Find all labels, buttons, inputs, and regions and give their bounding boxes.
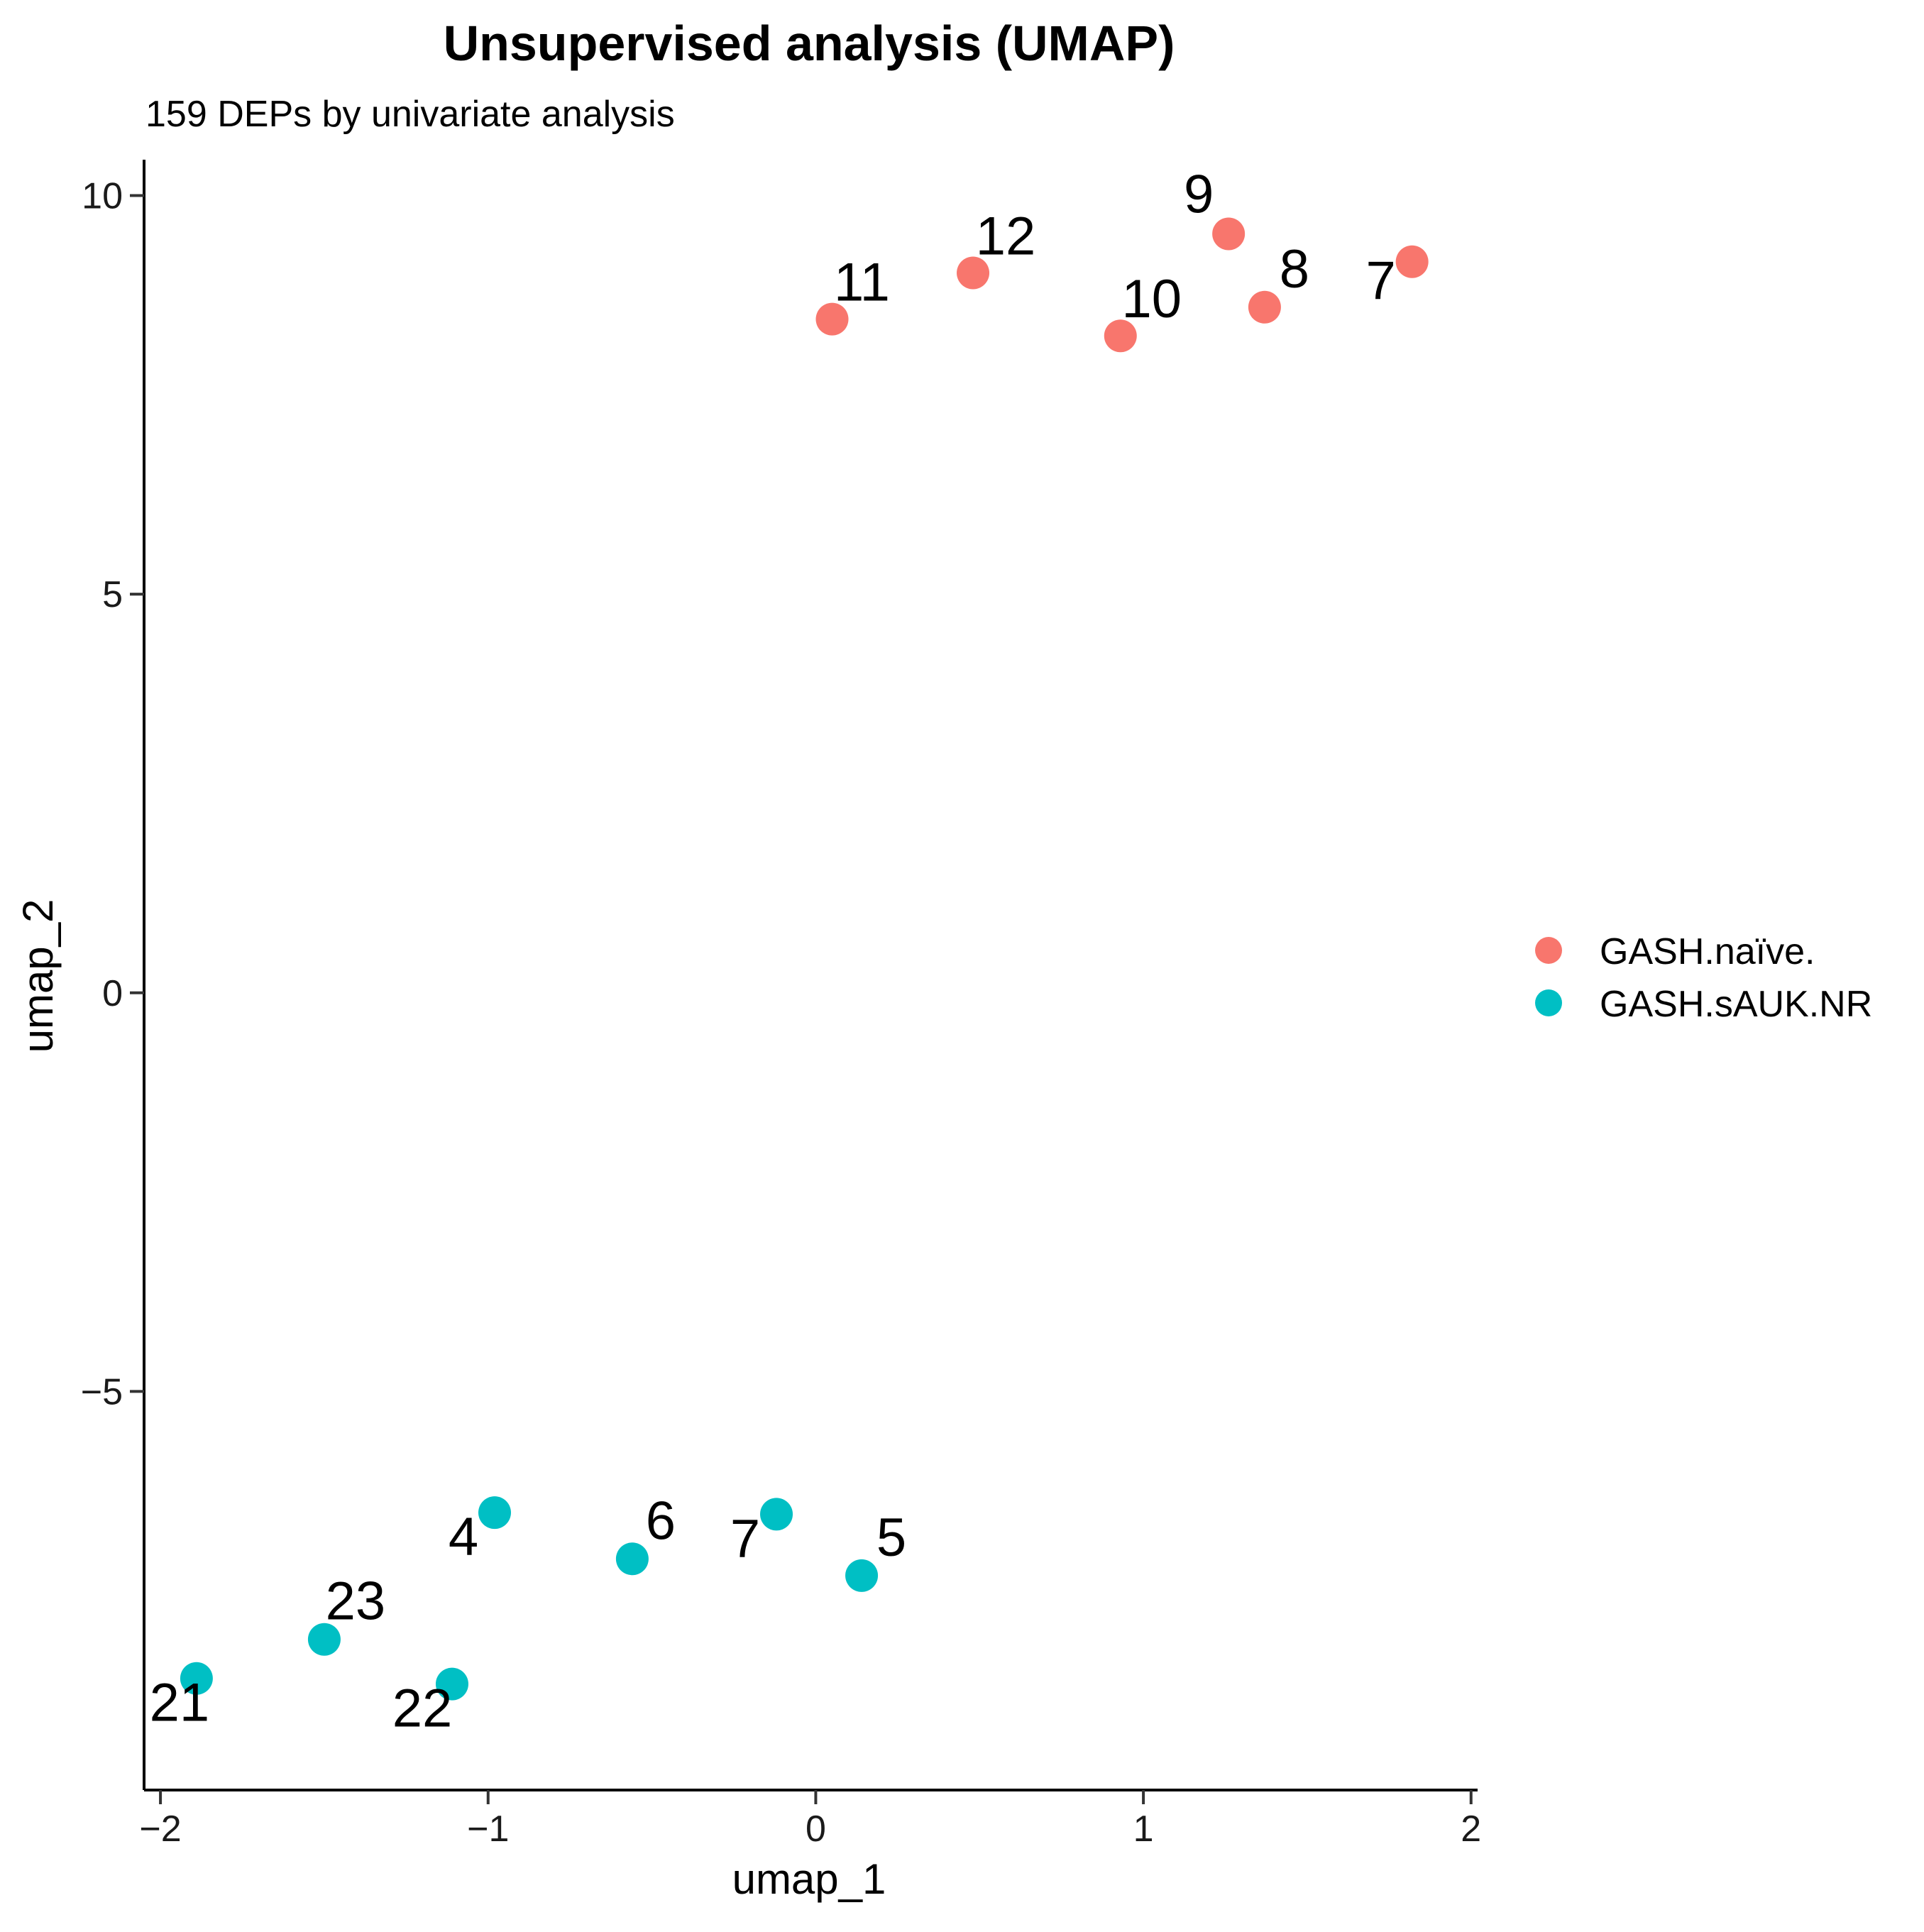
chart-subtitle: 159 DEPs by univariate analysis xyxy=(145,94,675,135)
data-points xyxy=(180,217,1429,1701)
legend: GASH.naïve. GASH.sAUK.NR xyxy=(1535,931,1872,1025)
point-label: 6 xyxy=(646,1491,676,1551)
legend-label: GASH.naïve. xyxy=(1600,931,1815,972)
point-label: 11 xyxy=(834,253,890,313)
legend-label: GASH.sAUK.NR xyxy=(1600,984,1872,1025)
y-tick-label: 5 xyxy=(102,574,123,615)
y-tick-label: −5 xyxy=(81,1371,123,1412)
data-point xyxy=(845,1559,879,1592)
data-point xyxy=(435,1667,468,1701)
point-label: 10 xyxy=(1122,269,1182,329)
point-label: 22 xyxy=(392,1679,453,1739)
data-point xyxy=(180,1662,213,1695)
point-label: 9 xyxy=(1184,164,1214,224)
x-axis-title: umap_1 xyxy=(732,1855,886,1903)
y-axis-ticks: −5 0 5 10 xyxy=(81,176,144,1412)
point-label: 5 xyxy=(876,1508,906,1568)
data-point xyxy=(615,1542,649,1576)
point-label: 7 xyxy=(1366,251,1396,311)
y-axis-title: umap_2 xyxy=(14,899,62,1053)
x-tick-label: 1 xyxy=(1133,1808,1154,1850)
x-axis-ticks: −2 −1 0 1 2 xyxy=(139,1790,1481,1850)
legend-key xyxy=(1535,937,1562,964)
data-point xyxy=(478,1496,511,1530)
point-label: 21 xyxy=(150,1673,210,1733)
y-tick-label: 10 xyxy=(82,176,123,217)
point-label: 23 xyxy=(326,1571,386,1632)
data-point xyxy=(1104,319,1137,353)
point-label: 8 xyxy=(1280,239,1309,300)
x-tick-label: 0 xyxy=(806,1808,826,1850)
chart-title: Unsupervised analysis (UMAP) xyxy=(444,16,1175,71)
data-point xyxy=(760,1498,793,1531)
data-point xyxy=(1395,245,1429,278)
y-tick-label: 0 xyxy=(102,973,123,1014)
data-point xyxy=(957,256,990,290)
legend-key xyxy=(1535,989,1562,1016)
x-tick-label: 2 xyxy=(1461,1808,1481,1850)
data-point xyxy=(1248,290,1281,324)
data-point xyxy=(307,1623,341,1656)
data-point xyxy=(815,302,849,336)
data-point xyxy=(1212,217,1246,251)
point-label: 4 xyxy=(449,1507,478,1567)
x-tick-label: −2 xyxy=(139,1808,181,1850)
x-tick-label: −1 xyxy=(467,1808,509,1850)
point-label: 7 xyxy=(730,1508,760,1569)
point-label: 12 xyxy=(976,206,1036,266)
